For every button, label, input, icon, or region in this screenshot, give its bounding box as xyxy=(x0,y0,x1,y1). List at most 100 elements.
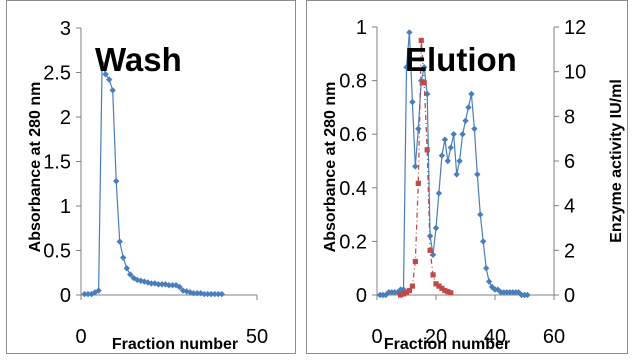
elution-y-tick-label: 0.8 xyxy=(339,71,367,93)
elution-y2-tick-label: 12 xyxy=(564,17,586,39)
wash-absorbance-point xyxy=(176,283,183,291)
wash-absorbance-point xyxy=(158,281,166,288)
wash-absorbance-point xyxy=(120,254,127,261)
elution-x-tick-label: 60 xyxy=(543,326,565,348)
elution-activity-point xyxy=(412,258,418,265)
wash-absorbance-point xyxy=(81,290,88,298)
elution-x-tick-label: 0 xyxy=(371,326,382,348)
wash-y-tick-label: 2.5 xyxy=(43,63,71,85)
elution-y2-tick-label: 6 xyxy=(564,151,575,173)
elution-absorbance-point xyxy=(403,64,410,71)
elution-x-tick-label: 20 xyxy=(425,326,447,348)
wash-y-tick-label: 2 xyxy=(60,107,71,129)
elution-y2-tick-label: 2 xyxy=(564,240,575,262)
wash-absorbance-point xyxy=(155,281,162,288)
wash-absorbance-point xyxy=(148,280,155,287)
elution-absorbance-point xyxy=(465,104,472,111)
wash-absorbance-point xyxy=(109,87,116,94)
wash-y-tick-label: 0 xyxy=(60,285,71,307)
elution-absorbance-point xyxy=(480,238,487,245)
wash-absorbance-point xyxy=(88,290,95,298)
elution-absorbance-point xyxy=(494,286,502,293)
elution-activity-point xyxy=(442,287,448,294)
wash-y-ticks: 0 0.5 1 1.5 2 2.5 3 xyxy=(43,18,81,307)
elution-absorbance-point xyxy=(424,90,431,98)
wash-chart-title: Wash xyxy=(95,41,182,78)
elution-y2-tick-label: 4 xyxy=(564,196,575,218)
wash-absorbance-point xyxy=(84,290,92,298)
elution-activity-point xyxy=(418,37,424,43)
elution-absorbance-point xyxy=(412,163,419,170)
elution-absorbance-point xyxy=(421,64,428,71)
elution-absorbance-point xyxy=(462,117,469,124)
wash-absorbance-point xyxy=(113,177,120,185)
wash-y-tick-label: 3 xyxy=(60,18,71,40)
wash-absorbance-point xyxy=(211,290,218,298)
wash-chart-panel: 0 0.5 1 1.5 2 2.5 3 0 50 Absorbance at 280 nm F… xyxy=(6,0,296,354)
wash-absorbance-point xyxy=(190,290,197,297)
wash-absorbance-point xyxy=(123,265,130,272)
wash-x-tick-label: 0 xyxy=(75,326,86,348)
elution-activity-point xyxy=(445,289,451,295)
wash-absorbance-point xyxy=(116,238,123,245)
elution-absorbance-point xyxy=(438,152,446,159)
elution-absorbance-point xyxy=(429,251,437,258)
elution-activity-point xyxy=(433,281,439,287)
elution-y-tick-label: 0.4 xyxy=(339,178,367,200)
wash-absorbance-point xyxy=(204,290,211,298)
elution-absorbance-point xyxy=(468,90,475,98)
elution-activity-point xyxy=(400,291,407,297)
elution-absorbance-point xyxy=(471,125,478,132)
wash-absorbance-point xyxy=(215,290,222,298)
elution-chart-panel: 0 0.2 0.4 0.6 0.8 1 0 2 4 6 8 10 12 0 20 40 60 Absorba… xyxy=(306,0,628,354)
elution-activity-point xyxy=(415,180,421,186)
elution-activity-point xyxy=(409,283,415,289)
wash-absorbance-point xyxy=(208,290,215,298)
elution-activity-point xyxy=(398,292,404,298)
elution-x-tick-label: 40 xyxy=(484,326,506,348)
elution-absorbance-point xyxy=(450,131,457,138)
elution-y2-tick-label: 0 xyxy=(564,285,575,307)
wash-absorbance-point xyxy=(218,290,225,298)
elution-absorbance-point xyxy=(444,157,451,165)
elution-activity-point xyxy=(427,247,433,253)
elution-activity-point xyxy=(430,272,436,278)
elution-y2-axis-title: Enzyme activity IU/ml xyxy=(608,79,625,243)
elution-y-tick-label: 0 xyxy=(356,285,367,307)
wash-absorbance-point xyxy=(194,290,201,297)
elution-absorbance-point xyxy=(459,131,466,138)
elution-activity-point xyxy=(406,287,413,294)
elution-activity-point xyxy=(424,147,430,153)
elution-absorbance-point xyxy=(453,171,460,178)
wash-x-ticks: 0 50 xyxy=(75,295,268,348)
elution-x-axis-title: Fraction number xyxy=(384,336,510,353)
wash-chart: 0 0.5 1 1.5 2 2.5 3 0 50 Absorbance at 280 nm F… xyxy=(27,18,268,353)
elution-absorbance-point xyxy=(474,171,481,178)
wash-y-tick-label: 0.5 xyxy=(43,241,71,263)
wash-absorbance-point xyxy=(102,71,109,78)
elution-absorbance-point xyxy=(477,211,484,218)
elution-activity-point xyxy=(439,285,445,291)
elution-activity-line xyxy=(400,40,452,296)
elution-activity-point xyxy=(436,283,442,289)
elution-chart: 0 0.2 0.4 0.6 0.8 1 0 2 4 6 8 10 12 0 20 40 60 Absorba… xyxy=(322,17,625,353)
wash-absorbance-point xyxy=(162,281,169,288)
elution-absorbance-point xyxy=(447,144,454,151)
wash-absorbance-point xyxy=(98,60,106,67)
elution-y-tick-label: 0.6 xyxy=(339,124,367,146)
elution-activity-point xyxy=(403,290,410,296)
elution-y2-tick-label: 8 xyxy=(564,106,575,128)
wash-absorbance-point xyxy=(95,287,102,294)
elution-absorbance-point xyxy=(483,265,490,272)
wash-absorbance-point xyxy=(169,282,176,289)
wash-x-axis-title: Fraction number xyxy=(112,336,238,353)
elution-x-ticks: 0 20 40 60 xyxy=(371,295,565,348)
wash-absorbance-point xyxy=(106,76,113,83)
elution-absorbance-point xyxy=(524,291,531,299)
elution-y-axis-title: Absorbance at 280 nm xyxy=(322,82,339,253)
elution-absorbance-point xyxy=(406,29,413,36)
elution-absorbance-point xyxy=(435,190,443,197)
elution-absorbance-point xyxy=(415,125,422,132)
elution-absorbance-point xyxy=(432,224,440,232)
elution-y-tick-label: 1 xyxy=(356,17,367,39)
